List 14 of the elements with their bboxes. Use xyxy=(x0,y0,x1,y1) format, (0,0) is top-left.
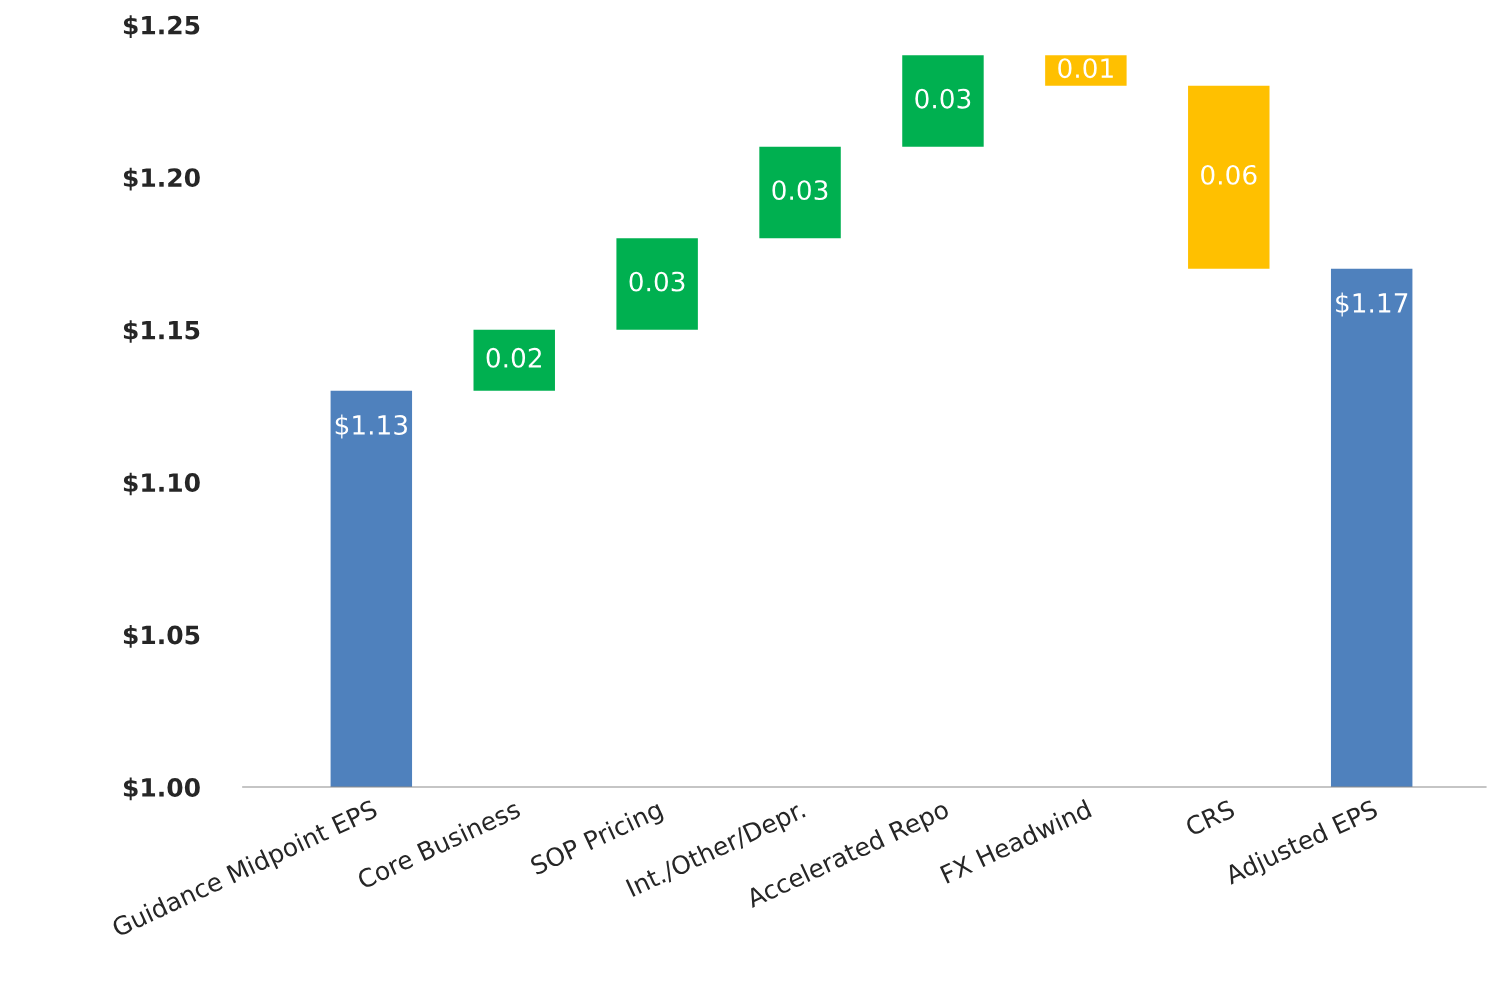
data-label: 0.02 xyxy=(486,347,541,368)
data-label: 0.03 xyxy=(772,180,828,201)
y-tick-label: $1.15 xyxy=(123,320,200,343)
data-label: 0.06 xyxy=(1201,164,1257,185)
data-label: 0.03 xyxy=(915,88,971,109)
y-tick-label: $1.00 xyxy=(123,777,200,801)
y-tick-label: $1.20 xyxy=(123,167,200,191)
data-label: 0.03 xyxy=(629,271,685,292)
data-label: $1.13 xyxy=(335,414,407,439)
y-tick-label: $1.25 xyxy=(123,15,200,38)
data-label: 0.01 xyxy=(1058,58,1113,79)
data-label: $1.17 xyxy=(1336,292,1408,317)
y-tick-label: $1.05 xyxy=(123,625,200,648)
y-tick-label: $1.10 xyxy=(123,472,200,496)
